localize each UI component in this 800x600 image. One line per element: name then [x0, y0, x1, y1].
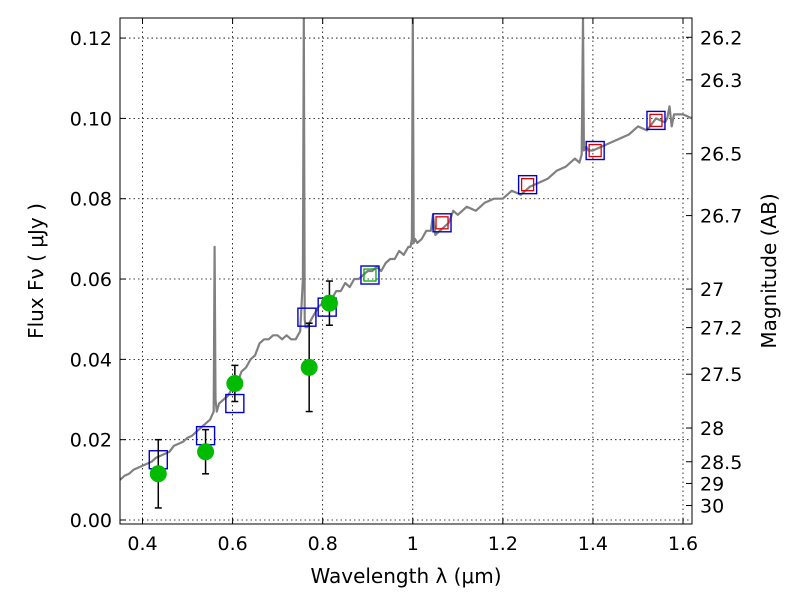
right-tick-label: 27.5	[700, 364, 742, 386]
y-tick-label: 0.02	[70, 430, 112, 452]
observed-point	[300, 358, 318, 376]
observed-point	[149, 465, 167, 483]
right-tick-label: 30	[700, 496, 724, 518]
y-tick-label: 0.10	[70, 108, 112, 130]
right-tick-label: 26.2	[700, 27, 742, 49]
model-inner-box	[588, 143, 602, 158]
model-box	[646, 110, 666, 131]
right-tick-label: 29	[700, 473, 724, 495]
model-box	[360, 265, 380, 285]
model-inner-box	[435, 216, 449, 230]
model-box	[297, 307, 317, 327]
y-tick-label: 0.06	[70, 269, 112, 291]
right-axis-label: Magnitude (AB)	[757, 193, 781, 348]
observed-point	[197, 443, 215, 461]
y-tick-label: 0.04	[70, 349, 112, 371]
plot-frame	[119, 17, 693, 525]
axis-ticks: 0.4 0.6 0.8 1 1.2 1.4 1.6 0.00 0.02 0.04 0.06 0.08 0…	[70, 18, 742, 555]
model-box	[517, 174, 538, 195]
right-tick-label: 28.5	[700, 452, 742, 474]
right-tick-label: 28	[700, 418, 724, 440]
x-tick-label: 0.4	[127, 533, 157, 555]
plot-area	[120, 18, 692, 509]
right-tick-label: 26.5	[700, 144, 742, 166]
x-tick-label: 1	[407, 533, 419, 555]
model-box	[585, 140, 605, 161]
model-inner-box	[649, 113, 663, 128]
right-tick-label: 26.7	[700, 206, 742, 228]
observed-point	[320, 294, 338, 312]
x-tick-label: 0.6	[217, 533, 247, 555]
model-inner-box	[520, 178, 535, 192]
y-tick-label: 0.08	[70, 189, 112, 211]
spectrum-line	[120, 18, 692, 481]
x-tick-label: 1.6	[668, 533, 698, 555]
right-tick-label: 26.3	[700, 70, 742, 92]
x-tick-label: 1.2	[488, 533, 518, 555]
y-axis-label: Flux Fν ( μJy )	[24, 203, 48, 339]
right-tick-label: 27.2	[700, 318, 742, 340]
right-tick-label: 27	[700, 279, 724, 301]
y-tick-label: 0.00	[70, 510, 112, 532]
model-box	[432, 213, 452, 233]
y-tick-label: 0.12	[70, 28, 112, 50]
x-axis-label: Wavelength λ (μm)	[310, 564, 501, 588]
observed-point	[226, 374, 244, 392]
model-inner-box	[363, 268, 377, 282]
x-tick-label: 0.8	[308, 533, 338, 555]
x-tick-label: 1.4	[578, 533, 608, 555]
